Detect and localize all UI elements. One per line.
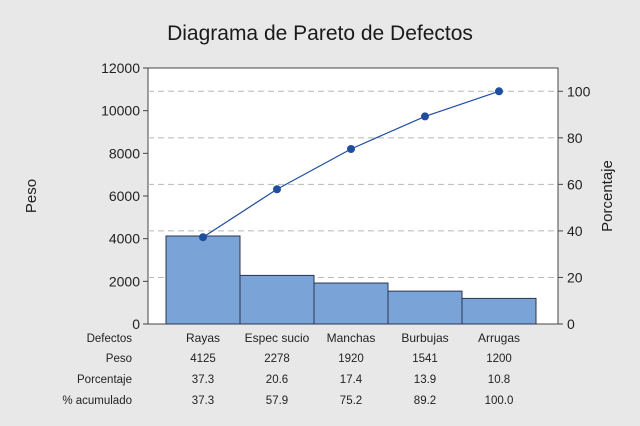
category-label: Burbujas <box>401 331 448 345</box>
table-cell: 100.0 <box>485 395 514 407</box>
bar-2 <box>313 282 389 325</box>
table-cell: 1200 <box>486 353 512 365</box>
y2-tick-label: 0 <box>567 316 575 332</box>
table-cell: 57.9 <box>266 395 288 407</box>
bar-1 <box>239 274 315 325</box>
y-tick-label: 2000 <box>109 273 140 289</box>
category-label: Arrugas <box>478 331 520 345</box>
cumulative-line-group <box>199 87 503 242</box>
bars-group <box>165 235 537 325</box>
cumulative-point-2 <box>347 144 355 153</box>
category-label: Espec sucio <box>245 331 310 345</box>
table-cell: 10.8 <box>488 374 510 386</box>
y2-tick-label: 40 <box>567 223 583 239</box>
table-cell: 37.3 <box>192 395 214 407</box>
right-axis-ticks: 0 20 40 60 80 100 <box>558 83 591 332</box>
table-cell: 20.6 <box>266 374 288 386</box>
category-label: Manchas <box>327 331 376 345</box>
table-row-label: Peso <box>106 353 132 365</box>
gridlines <box>148 90 558 278</box>
pareto-table: Defectos Peso Porcentaje % acumulado Rayas Es… <box>62 331 520 407</box>
y-tick-label: 8000 <box>109 145 140 161</box>
table-row-label: % acumulado <box>62 395 132 407</box>
cumulative-point-3 <box>421 112 429 121</box>
table-cell: 13.9 <box>414 374 436 386</box>
category-label: Rayas <box>186 331 220 345</box>
y-tick-label: 0 <box>132 316 140 332</box>
bar-0 <box>165 235 241 325</box>
table-cell: 4125 <box>190 353 216 365</box>
y-axis-label: Peso <box>23 179 40 213</box>
table-cell: 89.2 <box>414 395 436 407</box>
cumulative-point-4 <box>495 87 503 96</box>
y2-tick-label: 60 <box>567 176 583 192</box>
y2-axis-label: Porcentaje <box>599 160 616 232</box>
bar-4 <box>461 297 537 325</box>
bar-3 <box>387 290 463 325</box>
chart-title: Diagrama de Pareto de Defectos <box>167 22 473 45</box>
table-row-label: Porcentaje <box>77 374 132 386</box>
cumulative-point-0 <box>199 233 207 242</box>
left-axis-ticks: 0 2000 4000 6000 8000 10000 12000 <box>101 60 148 332</box>
table-cell: 37.3 <box>192 374 214 386</box>
y-tick-label: 6000 <box>109 188 140 204</box>
y-tick-label: 10000 <box>101 103 140 119</box>
y-tick-label: 12000 <box>101 60 140 76</box>
table-cell: 17.4 <box>340 374 363 386</box>
table-cell: 1541 <box>412 353 438 365</box>
cumulative-point-1 <box>273 185 281 194</box>
y-tick-label: 4000 <box>109 231 140 247</box>
y2-tick-label: 20 <box>567 269 583 285</box>
y2-tick-label: 100 <box>567 83 591 99</box>
table-cell: 75.2 <box>340 395 362 407</box>
y2-tick-label: 80 <box>567 130 583 146</box>
table-cell: 2278 <box>264 353 290 365</box>
table-row-label: Defectos <box>87 333 133 345</box>
table-cell: 1920 <box>338 353 364 365</box>
